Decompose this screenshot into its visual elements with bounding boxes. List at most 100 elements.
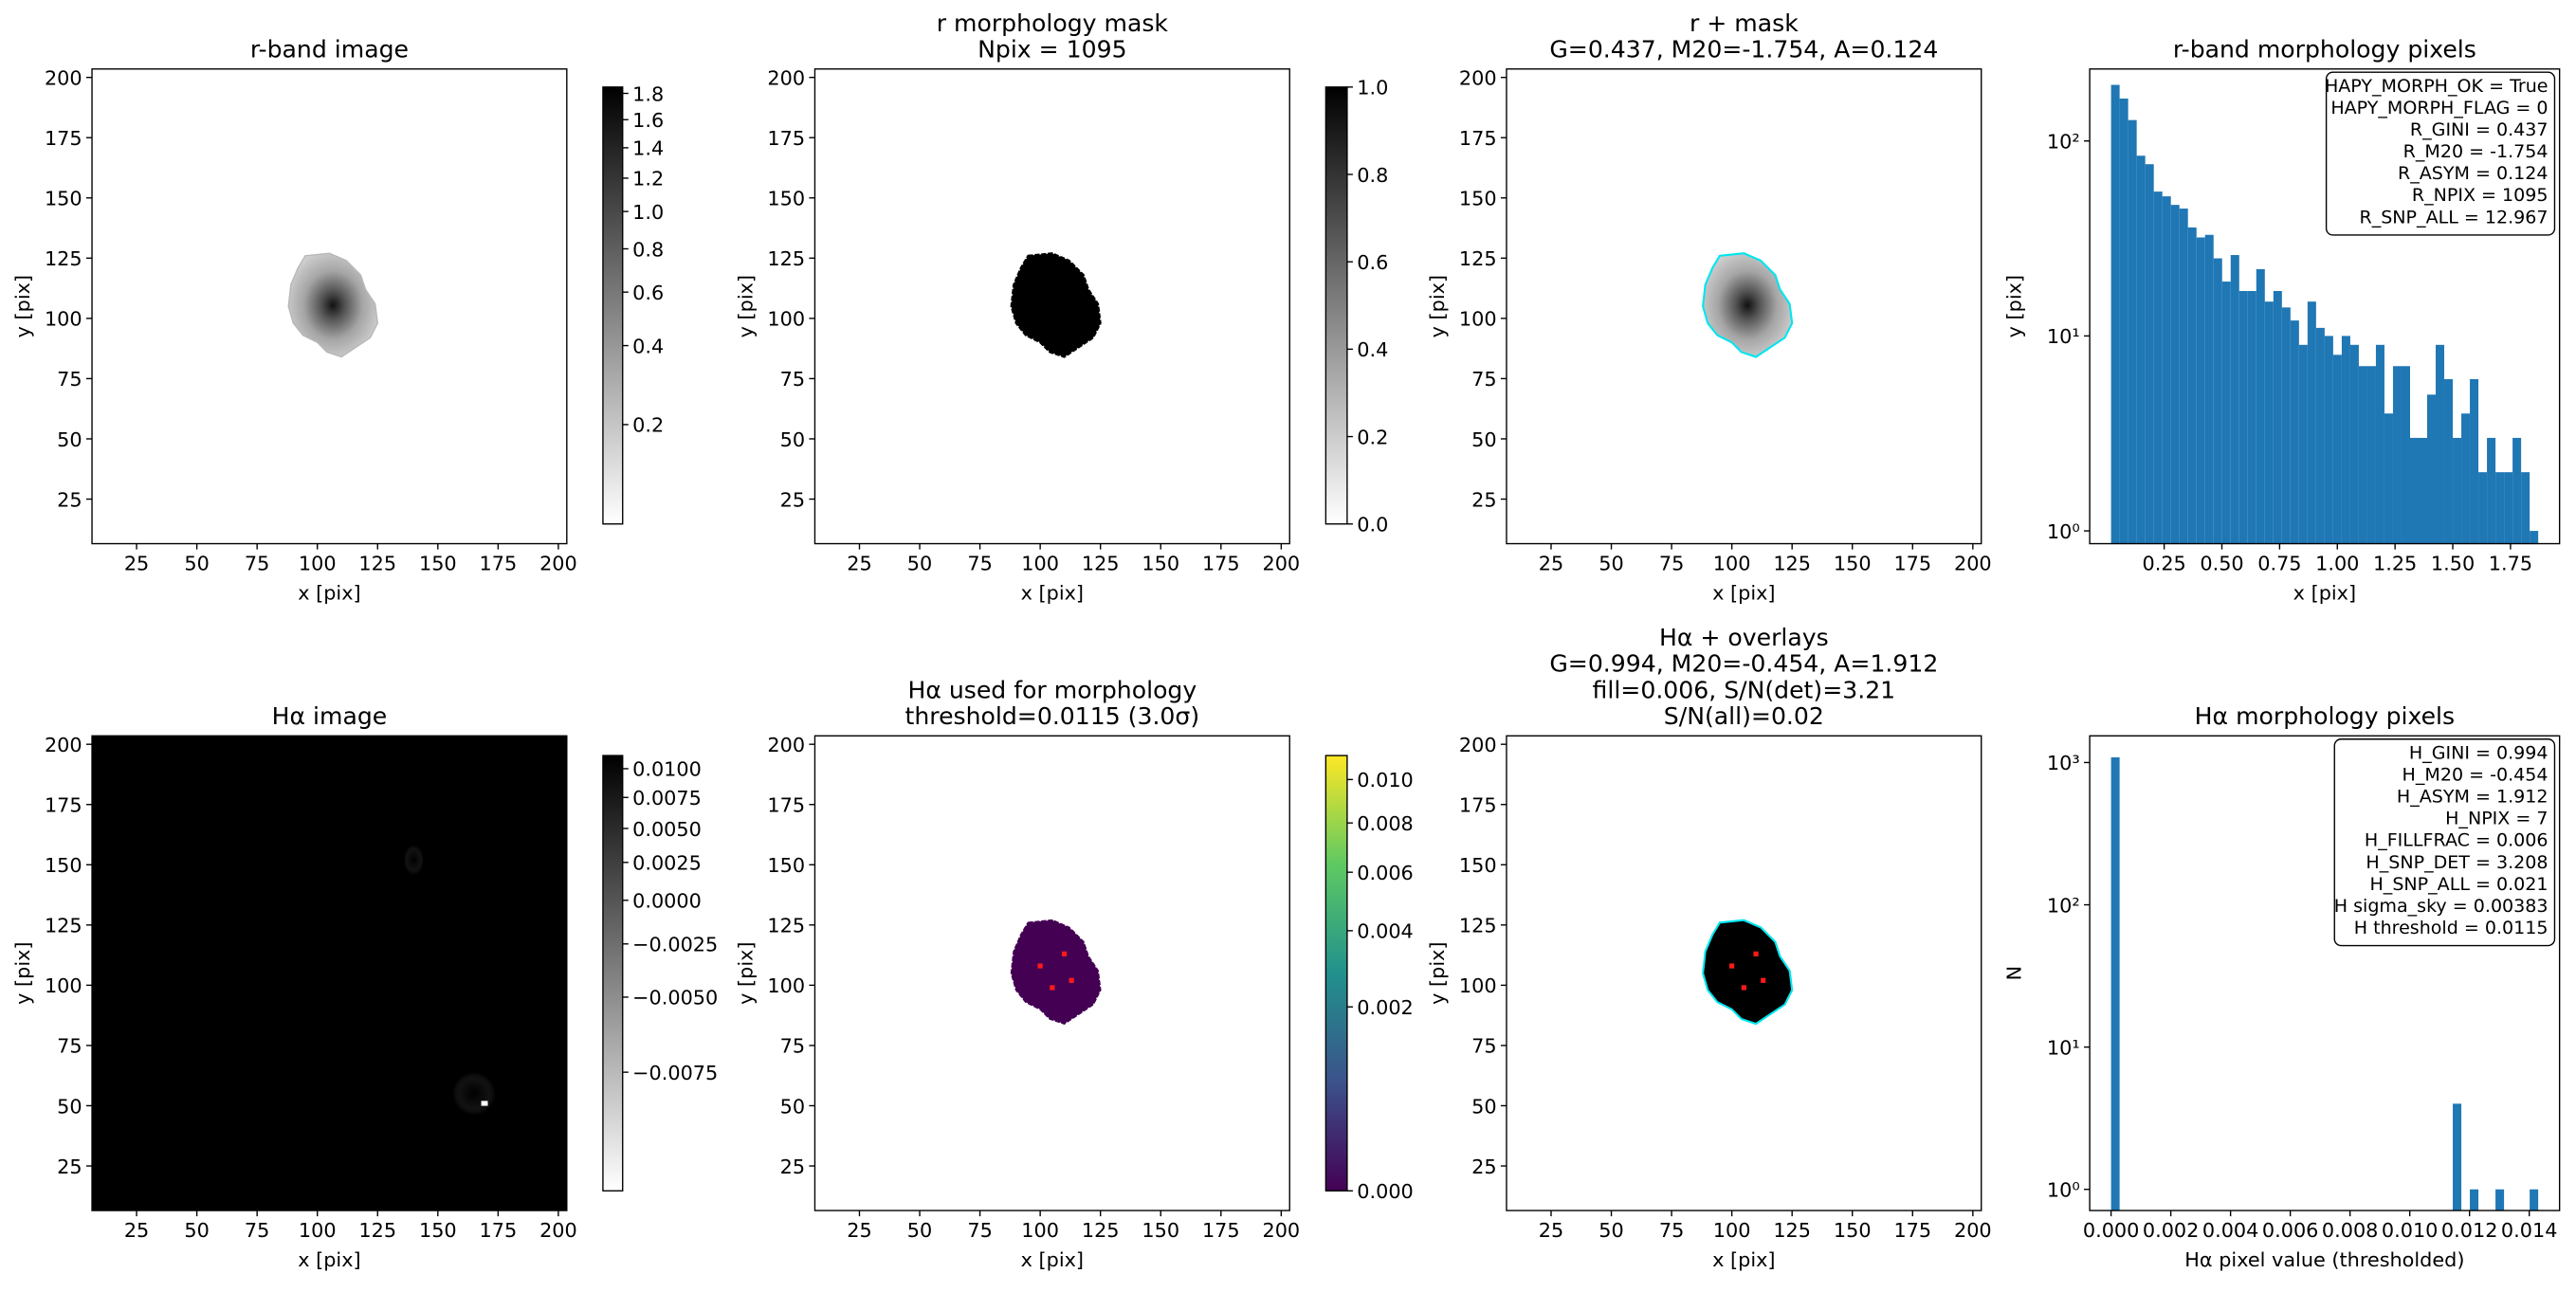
detected-pixel bbox=[1061, 951, 1068, 956]
plot-area bbox=[92, 736, 567, 1211]
x-tick-label: 200 bbox=[1954, 1219, 1992, 1242]
y-axis-label: y [pix] bbox=[11, 941, 34, 1004]
y-tick-label: 10² bbox=[2047, 894, 2080, 917]
y-tick-label: 50 bbox=[780, 428, 805, 451]
colorbar-tick-label: 0.0050 bbox=[632, 818, 702, 841]
colorbar bbox=[602, 86, 624, 525]
y-tick-label: 150 bbox=[45, 188, 82, 210]
panel-title: G=0.994, M20=-0.454, A=1.912 bbox=[1549, 650, 1938, 678]
x-tick-label: 0.014 bbox=[2501, 1219, 2558, 1242]
colorbar-tick-label: 0.0075 bbox=[632, 787, 702, 810]
annotation-line: R_SNP_ALL = 12.967 bbox=[2359, 207, 2548, 227]
panel: 0.25 0.50 0.75 1.00 1.25 1.50 1.75 10⁰ 10¹ 10² x [… bbox=[2002, 36, 2561, 604]
annotation-line: H_SNP_ALL = 0.021 bbox=[2369, 874, 2548, 895]
x-tick-label: 0.012 bbox=[2441, 1219, 2498, 1242]
x-tick-label: 100 bbox=[1021, 552, 1059, 574]
colorbar-tick-label: 0.8 bbox=[1357, 164, 1388, 187]
y-tick-label: 175 bbox=[1459, 127, 1497, 150]
y-tick-label: 25 bbox=[1471, 488, 1496, 511]
x-tick-label: 125 bbox=[1082, 552, 1120, 574]
axes-frame bbox=[813, 735, 1290, 1211]
x-tick-label: 50 bbox=[184, 552, 209, 574]
x-tick-label: 200 bbox=[539, 1219, 577, 1242]
y-tick-label: 10³ bbox=[2047, 752, 2080, 774]
x-tick-label: 100 bbox=[299, 1219, 337, 1242]
y-tick-label: 10⁰ bbox=[2047, 520, 2080, 543]
annotation-line: HAPY_MORPH_OK = True bbox=[2325, 76, 2549, 97]
x-tick-label: 0.004 bbox=[2202, 1219, 2259, 1242]
y-tick-label: 75 bbox=[1471, 1035, 1496, 1058]
x-tick-label: 125 bbox=[1082, 1219, 1120, 1242]
y-tick-label: 75 bbox=[780, 368, 805, 391]
axes-frame bbox=[1506, 68, 1982, 545]
x-tick-label: 1.75 bbox=[2489, 552, 2532, 574]
colorbar-tick-label: 1.8 bbox=[632, 82, 664, 105]
dark-source bbox=[403, 845, 424, 875]
histogram-bar bbox=[2504, 472, 2513, 544]
colorbar-tick-label: −0.0075 bbox=[632, 1062, 718, 1084]
histogram-bar bbox=[2349, 344, 2359, 544]
histogram-bar bbox=[2444, 379, 2454, 544]
panel-title: Hα used for morphology bbox=[907, 676, 1197, 703]
y-tick-label: 125 bbox=[1459, 247, 1497, 270]
colorbar-tick-label: 0.2 bbox=[632, 414, 664, 437]
histogram-bar bbox=[2332, 355, 2342, 544]
y-tick-label: 175 bbox=[45, 127, 82, 150]
histogram-bar bbox=[2530, 1189, 2539, 1211]
histogram-bar bbox=[2358, 366, 2367, 544]
y-tick-label: 75 bbox=[1471, 368, 1496, 391]
y-tick-label: 150 bbox=[1459, 188, 1497, 210]
panel-title: Hα image bbox=[272, 702, 388, 730]
colorbar-tick-label: 1.4 bbox=[632, 137, 664, 160]
histogram-bar bbox=[2453, 1103, 2462, 1211]
colorbar bbox=[1325, 86, 1348, 525]
x-tick-label: 150 bbox=[1834, 552, 1872, 574]
x-tick-label: 50 bbox=[907, 1219, 932, 1242]
noise bbox=[92, 736, 567, 1211]
y-tick-label: 25 bbox=[1471, 1156, 1496, 1178]
colorbar-tick-label: 0.0100 bbox=[632, 758, 702, 781]
histogram-bar bbox=[2521, 472, 2530, 544]
histogram-bar bbox=[2170, 205, 2180, 544]
histogram-bar bbox=[2461, 413, 2471, 544]
y-tick-label: 100 bbox=[1459, 974, 1497, 997]
colorbar-tick-label: 0.000 bbox=[1357, 1180, 1414, 1203]
histogram-bar bbox=[2470, 379, 2479, 544]
x-axis-label: Hα pixel value (thresholded) bbox=[2184, 1248, 2464, 1271]
annotation-line: R_M20 = -1.754 bbox=[2403, 141, 2549, 162]
annotation-line: H_FILLFRAC = 0.006 bbox=[2365, 830, 2549, 851]
y-tick-label: 100 bbox=[1459, 308, 1497, 331]
x-tick-label: 75 bbox=[1659, 1219, 1684, 1242]
bright-pixel bbox=[481, 1101, 488, 1106]
x-axis-label: x [pix] bbox=[298, 1248, 360, 1271]
x-tick-label: 25 bbox=[1539, 552, 1563, 574]
histogram-bar bbox=[2247, 290, 2256, 544]
annotation-line: R_ASYM = 0.124 bbox=[2398, 163, 2549, 184]
colorbar bbox=[602, 755, 624, 1192]
y-tick-label: 200 bbox=[1459, 66, 1497, 89]
colorbar-tick-label: 1.2 bbox=[632, 168, 664, 191]
x-tick-label: 150 bbox=[1834, 1219, 1872, 1242]
histogram-bar bbox=[2418, 437, 2428, 544]
colorbar-tick-label: 0.006 bbox=[1357, 862, 1414, 884]
x-tick-label: 175 bbox=[1893, 1219, 1931, 1242]
y-tick-label: 125 bbox=[767, 915, 805, 937]
x-tick-label: 150 bbox=[419, 1219, 457, 1242]
x-tick-label: 150 bbox=[419, 552, 457, 574]
colorbar-tick-label: 0.0025 bbox=[632, 852, 702, 875]
histogram-bar bbox=[2530, 531, 2539, 544]
annotation-box bbox=[2325, 71, 2556, 236]
panel-title: r + mask bbox=[1690, 9, 1799, 37]
histogram-bar bbox=[2436, 344, 2445, 544]
x-tick-label: 1.00 bbox=[2315, 552, 2359, 574]
y-axis-label: N bbox=[2002, 966, 2025, 981]
x-tick-label: 100 bbox=[1713, 1219, 1751, 1242]
histogram-bar bbox=[2213, 258, 2222, 544]
plot-area bbox=[814, 68, 1290, 544]
histogram-bar bbox=[2221, 282, 2231, 544]
y-tick-label: 50 bbox=[780, 1095, 805, 1118]
histogram-bar bbox=[2238, 290, 2248, 544]
x-axis-label: x [pix] bbox=[2293, 581, 2356, 604]
histogram-bar bbox=[2145, 164, 2154, 544]
